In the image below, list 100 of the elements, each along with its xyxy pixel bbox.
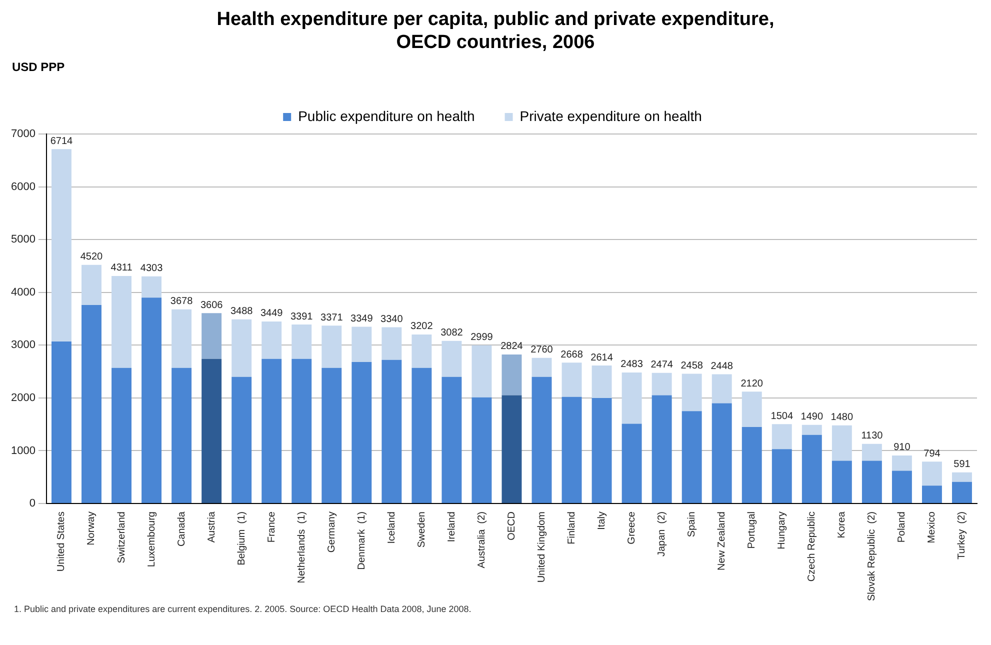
x-tick-label: Turkey (2) (956, 512, 968, 560)
bar (142, 298, 162, 504)
x-tick-label: Spain (686, 512, 698, 538)
total-label: 2474 (650, 360, 674, 371)
bar (82, 305, 102, 504)
total-label: 2614 (590, 352, 614, 364)
total-label: 1504 (770, 410, 794, 422)
text: 1. Public and private expenditures are current expenditures. 2. 2005. Source: OECD Health Data 2008, June 2008. (14, 604, 472, 614)
x-tick-label: Iceland (386, 512, 398, 544)
bar (832, 425, 852, 461)
total-label: 3371 (320, 312, 344, 324)
y-axis-title: USD PPP (12, 60, 66, 74)
total-label: 4303 (140, 263, 164, 274)
bar (622, 424, 642, 504)
bar (742, 426, 762, 504)
x-tick-label: Korea (836, 511, 848, 538)
y-tick-label: 3000 (10, 339, 36, 352)
chart-title: Health expenditure per capita, public and private expenditure, OECD countries, 2006 (216, 8, 776, 54)
bar (82, 264, 102, 306)
total-label: 2668 (560, 349, 584, 360)
total-label: 3202 (410, 321, 434, 332)
total-label: 3449 (260, 308, 284, 320)
bar (952, 472, 972, 482)
bar (322, 326, 342, 368)
total-label: 4311 (110, 262, 133, 274)
bar (622, 372, 642, 424)
total-label: 1130 (861, 430, 884, 442)
x-tick-label: Canada (176, 511, 188, 547)
x-tick-label: Hungary (776, 512, 788, 550)
bar (442, 340, 462, 377)
y-tick-label: 2000 (10, 392, 36, 404)
total-label: 3082 (440, 328, 464, 339)
bar (922, 462, 942, 486)
total-label: 1480 (830, 412, 854, 424)
x-tick-label: Norway (86, 512, 98, 546)
bar (532, 376, 552, 504)
bar (502, 354, 522, 396)
total-label: 2120 (740, 378, 764, 390)
x-tick-label: France (266, 511, 278, 543)
bar (412, 368, 432, 504)
bar (712, 403, 732, 504)
bar (562, 396, 582, 504)
total-label: 794 (924, 448, 941, 460)
bar (802, 424, 822, 435)
x-tick-label: United States (56, 512, 68, 572)
bar (232, 319, 252, 377)
total-label: 1490 (800, 412, 824, 423)
bar (862, 444, 882, 461)
bar (52, 149, 72, 342)
y-tick-label: 5000 (10, 234, 36, 246)
x-tick-label: Netherlands (1) (296, 512, 308, 584)
x-tick-label: Ireland (446, 512, 458, 542)
x-tick-label: Czech Republic (806, 512, 818, 582)
bar (442, 376, 462, 504)
bar (472, 345, 492, 398)
total-label: 3678 (170, 296, 194, 308)
total-label: 4520 (80, 252, 104, 263)
x-tick-label: New Zealand (716, 512, 728, 570)
total-label: 3391 (290, 311, 314, 322)
legend-label: Public expenditure on health (298, 108, 475, 124)
bar (562, 362, 582, 397)
total-label: 2760 (530, 344, 554, 356)
total-label: 591 (954, 459, 971, 470)
bar (112, 368, 132, 504)
bar (772, 424, 792, 450)
bar (922, 486, 942, 504)
x-tick-label: OECD (506, 512, 518, 540)
legend-label: Private expenditure on health (520, 108, 702, 124)
bar (862, 460, 882, 504)
total-label: 2458 (680, 360, 704, 372)
total-label: 2824 (500, 341, 524, 352)
bar (472, 397, 492, 504)
x-tick-label: Italy (596, 512, 608, 530)
x-tick-label: Luxembourg (146, 512, 158, 568)
x-tick-label: Finland (566, 512, 578, 544)
y-tick-label: 4000 (10, 286, 36, 298)
x-tick-label: Slovak Republic (2) (866, 512, 878, 601)
y-tick-label: 6000 (10, 180, 36, 193)
bar (592, 366, 612, 398)
bar (832, 460, 852, 504)
bar (172, 368, 192, 504)
total-label: 6714 (50, 136, 74, 147)
total-label: 3606 (200, 300, 224, 311)
x-tick-label: Japan (2) (656, 512, 668, 557)
bar (592, 398, 612, 504)
bar (292, 324, 312, 359)
y-tick-label: 1000 (10, 444, 36, 457)
bar (892, 455, 912, 471)
x-tick-label: Denmark (1) (356, 512, 368, 570)
bar (172, 309, 192, 368)
bar (202, 313, 222, 359)
x-tick-label: Mexico (926, 511, 938, 544)
bar (202, 358, 222, 504)
x-tick-label: Austria (206, 511, 218, 543)
y-tick-label: 0 (29, 498, 36, 510)
bar (142, 276, 162, 298)
bar (322, 368, 342, 504)
total-label: 3340 (380, 314, 404, 325)
bar (292, 358, 312, 504)
bar (382, 360, 402, 504)
